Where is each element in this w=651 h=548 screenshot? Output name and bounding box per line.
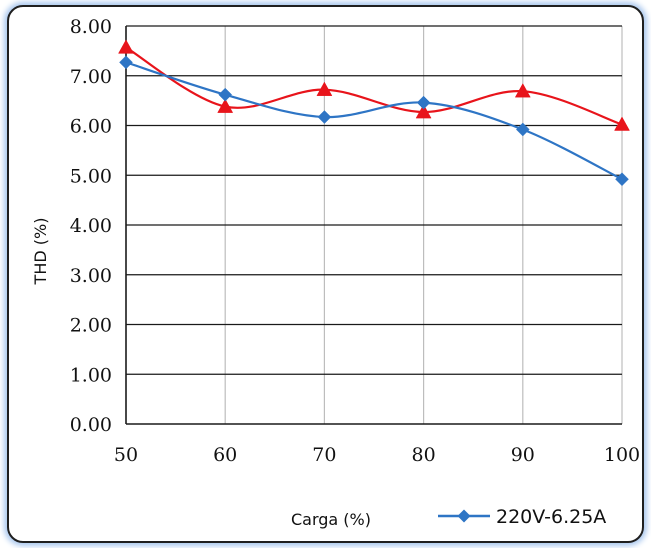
- y-tick-label: 4.00: [70, 215, 112, 237]
- legend-label: 220V-6.25A: [496, 506, 606, 528]
- triangle-marker: [217, 98, 234, 113]
- series: [118, 39, 630, 187]
- y-tick-label: 1.00: [70, 364, 112, 386]
- x-tick-label: 50: [114, 444, 138, 466]
- y-tick-label: 6.00: [70, 116, 112, 138]
- axes: [125, 26, 622, 425]
- diamond-marker: [515, 122, 530, 137]
- diamond-marker: [615, 172, 629, 187]
- x-tick-label: 90: [511, 444, 535, 466]
- diamond-marker: [119, 55, 133, 70]
- x-tick-label: 70: [312, 444, 336, 466]
- grid: [126, 25, 623, 424]
- y-tick-labels: 0.00 1.00 2.00 3.00 4.00 5.00 6.00 7.00 8.00: [70, 16, 112, 436]
- series-line: [125, 61, 623, 181]
- x-tick-labels: 50 60 70 80 90 100: [114, 444, 640, 466]
- y-tick-label: 0.00: [70, 414, 112, 436]
- triangle-marker: [118, 39, 134, 54]
- triangle-marker: [614, 116, 630, 131]
- diamond-marker: [416, 95, 431, 110]
- x-tick-label: 100: [604, 444, 640, 466]
- triangle-marker: [514, 83, 531, 98]
- y-tick-label: 3.00: [70, 265, 112, 287]
- diamond-marker: [218, 87, 233, 102]
- y-tick-label: 8.00: [70, 16, 112, 38]
- y-tick-label: 7.00: [70, 66, 112, 88]
- triangle-marker: [316, 81, 333, 96]
- diamond-marker: [317, 110, 332, 124]
- triangle-marker: [415, 104, 432, 119]
- legend: 220V-6.25A: [438, 506, 606, 528]
- legend-marker: [457, 509, 471, 523]
- series-line: [125, 46, 623, 126]
- y-tick-label: 5.00: [70, 165, 112, 187]
- x-tick-label: 80: [412, 444, 436, 466]
- y-tick-label: 2.00: [70, 315, 112, 337]
- x-tick-label: 60: [213, 444, 237, 466]
- y-axis-title: THD (%): [31, 218, 50, 286]
- x-axis-title: Carga (%): [291, 510, 371, 529]
